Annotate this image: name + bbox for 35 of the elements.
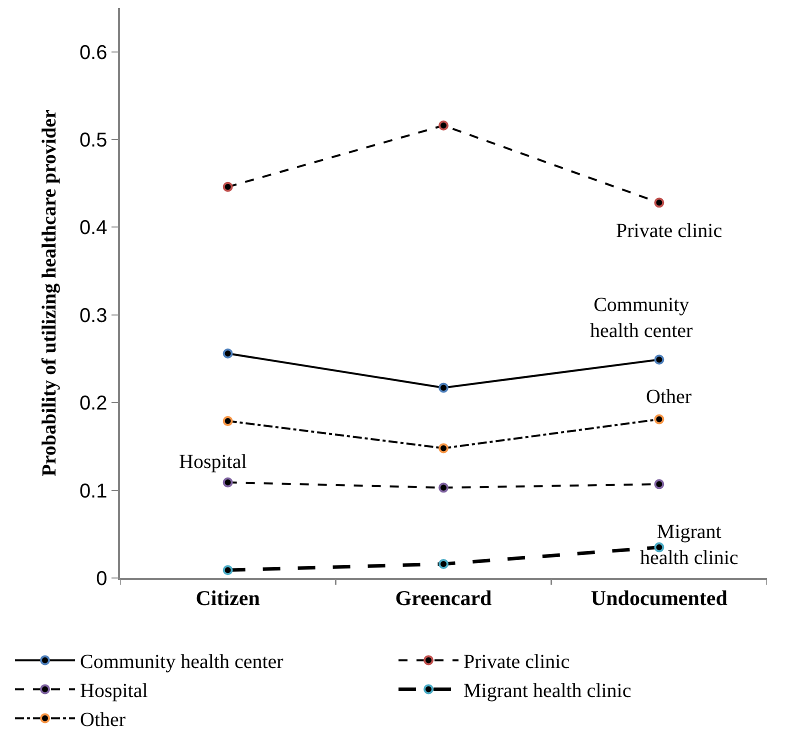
x-tick-label: Greencard xyxy=(395,586,492,610)
legend-label: Other xyxy=(80,709,126,731)
point xyxy=(222,416,233,426)
point xyxy=(438,558,448,569)
legend-label: Hospital xyxy=(80,680,148,702)
annotation: Other xyxy=(646,386,692,408)
legend-label: Community health center xyxy=(80,651,284,673)
y-tick-label: 0.5 xyxy=(79,130,108,152)
point xyxy=(654,414,664,424)
y-tick-label: 0 xyxy=(96,568,108,590)
point xyxy=(438,382,448,393)
point xyxy=(654,198,664,208)
point xyxy=(654,479,664,490)
point xyxy=(438,482,448,493)
point xyxy=(438,443,448,454)
point xyxy=(222,348,233,359)
y-tick-label: 0.2 xyxy=(79,392,108,415)
point xyxy=(654,354,664,365)
y-axis-title: Probability of utilizing healthcare provider xyxy=(38,110,60,476)
point xyxy=(222,565,233,576)
y-tick-label: 0.4 xyxy=(79,217,108,240)
x-tick-label: Citizen xyxy=(196,586,260,610)
y-tick-label: 0.3 xyxy=(79,304,108,327)
y-tick-label: 0.6 xyxy=(79,42,108,64)
point xyxy=(438,120,448,131)
annotation: Community health center xyxy=(590,294,694,342)
annotation: Hospital xyxy=(179,451,248,473)
legend-label: Private clinic xyxy=(464,651,570,673)
point xyxy=(222,477,233,488)
annotation: Private clinic xyxy=(616,220,722,242)
x-tick-label: Undocumented xyxy=(590,586,728,610)
y-tick-label: 0.1 xyxy=(79,480,108,502)
legend-label: Migrant health clinic xyxy=(464,680,632,702)
point xyxy=(222,182,233,192)
annotation: Migrant health clinic xyxy=(640,521,738,569)
